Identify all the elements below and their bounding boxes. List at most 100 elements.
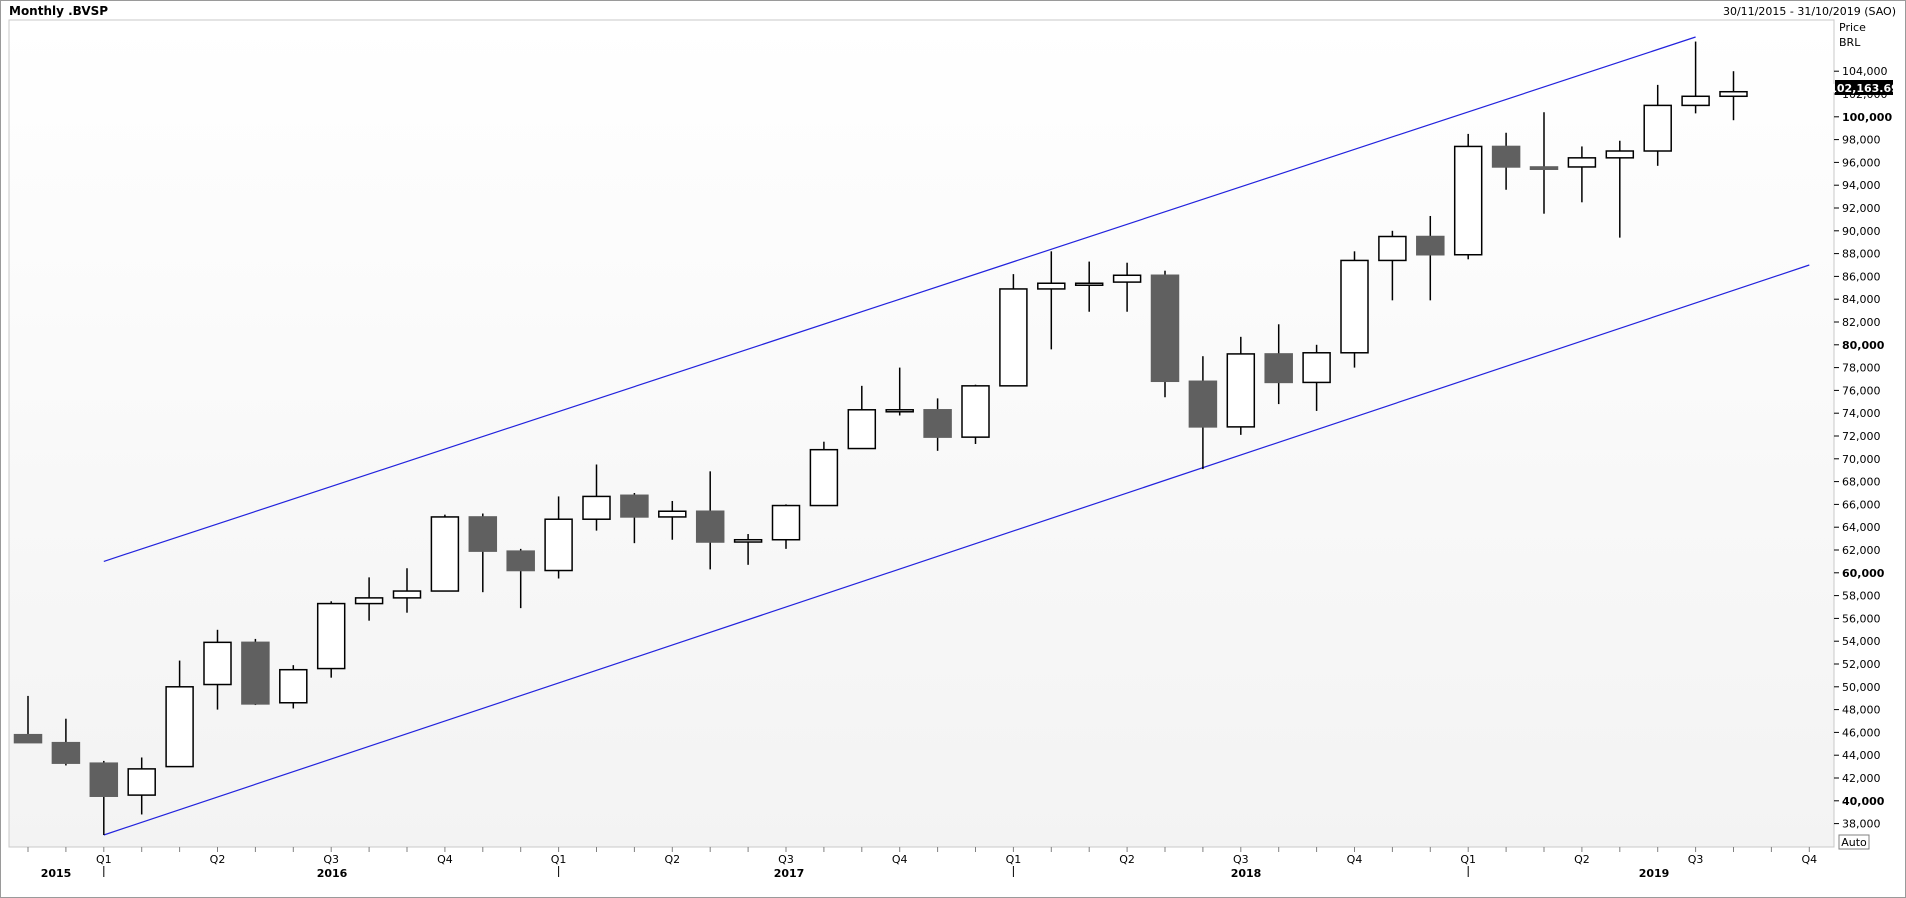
candle-body [544, 518, 573, 572]
y-tick-label: 44,000 [1842, 749, 1881, 762]
y-tick-label: 66,000 [1842, 498, 1881, 511]
candle-body [1340, 259, 1369, 354]
y-tick-label: 94,000 [1842, 179, 1881, 192]
y-tick-label: 76,000 [1842, 384, 1881, 397]
y-tick-label: 90,000 [1842, 225, 1881, 238]
y-tick-label: 46,000 [1842, 726, 1881, 739]
candle-body [961, 385, 990, 438]
candle-body [1188, 380, 1218, 428]
candle [1567, 146, 1597, 203]
x-year-label: 2016 [317, 867, 348, 880]
candle-body [1416, 235, 1445, 256]
candle-body [1605, 150, 1635, 159]
candle [1453, 133, 1483, 260]
y-tick-label: 104,000 [1842, 65, 1888, 78]
candle [1529, 112, 1559, 214]
candle [89, 760, 119, 835]
candle [1643, 84, 1672, 166]
candle [885, 367, 914, 416]
last-price-label: 102,163.69 [1829, 82, 1899, 95]
candle [1264, 324, 1293, 405]
y-tick-label: 78,000 [1842, 362, 1881, 375]
y-tick-label: 40,000 [1842, 795, 1885, 808]
y-tick-label: 64,000 [1842, 521, 1881, 534]
candle [316, 601, 346, 678]
candle-body [658, 510, 687, 518]
candle [165, 660, 194, 768]
x-year-label: 2015 [41, 867, 72, 880]
y-tick-label: 96,000 [1842, 156, 1881, 169]
candle [847, 385, 877, 450]
y-tick-label: 50,000 [1842, 681, 1881, 694]
candle [809, 441, 839, 507]
x-year-label: 2019 [1639, 867, 1670, 880]
y-axis-price-label: Price [1839, 21, 1866, 34]
y-tick-label: 82,000 [1842, 316, 1881, 329]
y-tick-label: 92,000 [1842, 202, 1881, 215]
y-tick-label: 80,000 [1842, 339, 1885, 352]
candle [51, 718, 81, 766]
candle [279, 665, 308, 709]
x-quarter-label: Q3 [1688, 853, 1704, 866]
candle-body [809, 448, 839, 507]
candle [13, 695, 43, 744]
x-quarter-label: Q2 [664, 853, 680, 866]
candle-body [885, 409, 914, 413]
candle-body [771, 504, 801, 541]
candle-body [1643, 104, 1672, 152]
candle [999, 274, 1028, 387]
candle-body [1567, 157, 1597, 168]
candle-body [582, 495, 611, 520]
x-quarter-label: Q3 [778, 853, 794, 866]
candle-body [1453, 145, 1483, 256]
candle [1150, 270, 1180, 398]
candle [1188, 356, 1218, 470]
candle-body [468, 516, 498, 552]
candle [1719, 71, 1748, 121]
candle-body [1074, 282, 1104, 286]
candle [1074, 261, 1104, 312]
candle-body [89, 762, 119, 797]
x-quarter-label: Q1 [96, 853, 112, 866]
chart-title: Monthly .BVSP [9, 4, 109, 18]
x-quarter-label: Q1 [551, 853, 567, 866]
y-tick-label: 72,000 [1842, 430, 1881, 443]
y-axis: Price BRL 38,000 40,000 42,000 44,000 46,000… [1829, 21, 1899, 831]
candle-body [241, 641, 270, 705]
candle [203, 629, 232, 710]
candle [733, 534, 763, 565]
candle-body [1681, 95, 1710, 107]
y-tick-label: 88,000 [1842, 248, 1881, 261]
y-tick-label: 74,000 [1842, 407, 1881, 420]
trend-line [103, 36, 1696, 562]
x-quarter-label: Q4 [1347, 853, 1363, 866]
candle-body [13, 733, 43, 744]
candles [13, 41, 1748, 835]
candle [127, 757, 156, 815]
candle-body [1491, 145, 1521, 168]
candle-body [203, 641, 232, 686]
candle-body [733, 538, 763, 543]
candle [1491, 132, 1521, 190]
x-year-label: 2018 [1231, 867, 1262, 880]
candle-body [923, 409, 952, 438]
y-tick-label: 38,000 [1842, 818, 1881, 831]
candle [1340, 251, 1369, 368]
x-quarter-label: Q1 [1006, 853, 1022, 866]
date-range: 30/11/2015 - 31/10/2019 (SAO) [1722, 5, 1896, 18]
y-tick-label: 68,000 [1842, 476, 1881, 489]
candle-body [1378, 235, 1407, 262]
auto-scale-label[interactable]: Auto [1841, 836, 1867, 849]
candle [695, 471, 725, 570]
candle-body [620, 494, 649, 518]
x-quarter-label: Q4 [1801, 853, 1817, 866]
candle [544, 496, 573, 579]
candle-body [695, 510, 725, 543]
plot-area [8, 19, 1835, 848]
y-tick-label: 84,000 [1842, 293, 1881, 306]
y-tick-label: 98,000 [1842, 134, 1881, 147]
auto-scale-button[interactable] [1838, 834, 1870, 850]
candle [1112, 262, 1142, 312]
y-tick-label: 70,000 [1842, 453, 1881, 466]
